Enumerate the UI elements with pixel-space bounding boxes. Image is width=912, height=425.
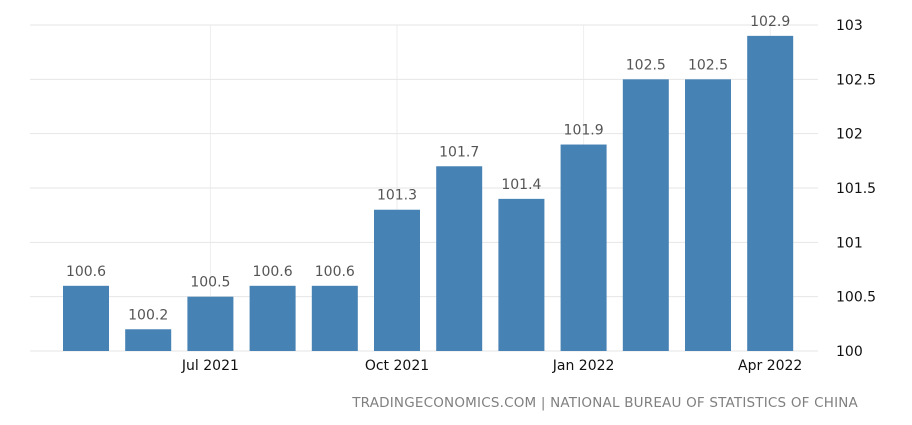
y-tick-label: 102 [836, 127, 863, 143]
data-label: 100.6 [253, 264, 293, 280]
data-label: 100.6 [66, 264, 106, 280]
data-labels: 100.6 100.2 100.5 100.6 100.6 101.3 101.7 101.4… [66, 14, 790, 323]
x-tick-label: Apr 2022 [738, 358, 802, 374]
source-credit: TRADINGECONOMICS.COM | NATIONAL BUREAU O… [352, 395, 858, 411]
data-label: 102.9 [750, 14, 790, 30]
bar [560, 144, 607, 351]
y-tick-label: 100.5 [836, 290, 876, 306]
bar [63, 285, 109, 351]
y-axis-ticks: 100 100.5 101 101.5 102 102.5 103 [836, 18, 876, 360]
y-tick-label: 102.5 [836, 72, 876, 88]
y-tick-label: 101 [836, 235, 863, 251]
bar [622, 79, 669, 351]
bar [311, 285, 358, 351]
bar [187, 296, 234, 351]
y-tick-label: 101.5 [836, 181, 876, 197]
bar [374, 209, 420, 351]
x-tick-label: Jul 2021 [181, 358, 239, 374]
data-label: 100.6 [315, 264, 355, 280]
x-tick-label: Jan 2022 [552, 358, 615, 374]
bar [685, 79, 731, 351]
data-label: 101.7 [439, 144, 479, 160]
data-label: 101.4 [501, 177, 541, 193]
bar [125, 329, 172, 351]
data-label: 102.5 [626, 57, 666, 73]
bar [436, 166, 483, 351]
x-axis-ticks: Jul 2021 Oct 2021 Jan 2022 Apr 2022 [181, 358, 802, 374]
data-label: 102.5 [688, 57, 728, 73]
x-tick-label: Oct 2021 [365, 358, 429, 374]
data-label: 101.9 [564, 123, 604, 139]
bar [249, 285, 296, 351]
bars [63, 35, 794, 351]
y-tick-label: 103 [836, 18, 863, 34]
bar [747, 35, 794, 351]
y-tick-label: 100 [836, 344, 863, 360]
bar [498, 198, 545, 351]
data-label: 100.5 [190, 275, 230, 291]
data-label: 101.3 [377, 188, 417, 204]
data-label: 100.2 [128, 307, 168, 323]
